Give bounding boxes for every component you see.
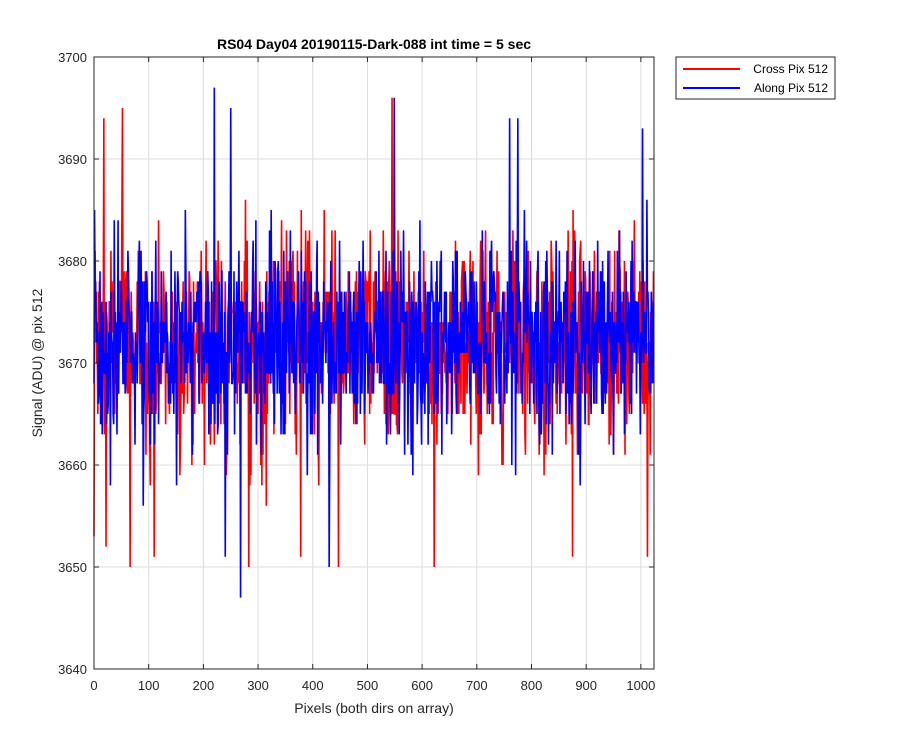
x-tick-label: 1000 [626, 678, 655, 693]
y-tick-label: 3660 [58, 458, 87, 473]
legend-box [675, 56, 836, 100]
y-tick-label: 3640 [58, 662, 87, 677]
legend: Cross Pix 512 Along Pix 512 [675, 56, 836, 100]
x-tick-label: 500 [357, 678, 379, 693]
x-tick-label: 800 [521, 678, 543, 693]
legend-label-along: Along Pix 512 [754, 81, 828, 95]
y-tick-label: 3700 [58, 50, 87, 65]
chart-title: RS04 Day04 20190115-Dark-088 int time = … [217, 36, 531, 52]
legend-label-cross: Cross Pix 512 [753, 62, 828, 76]
y-tick-label: 3650 [58, 560, 87, 575]
x-tick-label: 0 [90, 678, 97, 693]
x-tick-label: 400 [302, 678, 324, 693]
x-tick-label: 100 [138, 678, 160, 693]
y-axis-label: Signal (ADU) @ pix 512 [29, 288, 45, 437]
y-tick-label: 3670 [58, 356, 87, 371]
x-axis-label: Pixels (both dirs on array) [294, 700, 454, 716]
x-tick-label: 200 [193, 678, 215, 693]
x-tick-label: 600 [411, 678, 433, 693]
y-tick-label: 3690 [58, 152, 87, 167]
x-tick-label: 300 [247, 678, 269, 693]
ticks: 0 100 200 300 400 500 600 700 800 900 1000 3640 3650… [58, 50, 655, 693]
series-layer [93, 87, 655, 598]
x-tick-label: 700 [466, 678, 488, 693]
y-tick-label: 3680 [58, 254, 87, 269]
series-line-1 [93, 87, 655, 598]
x-tick-label: 900 [575, 678, 597, 693]
